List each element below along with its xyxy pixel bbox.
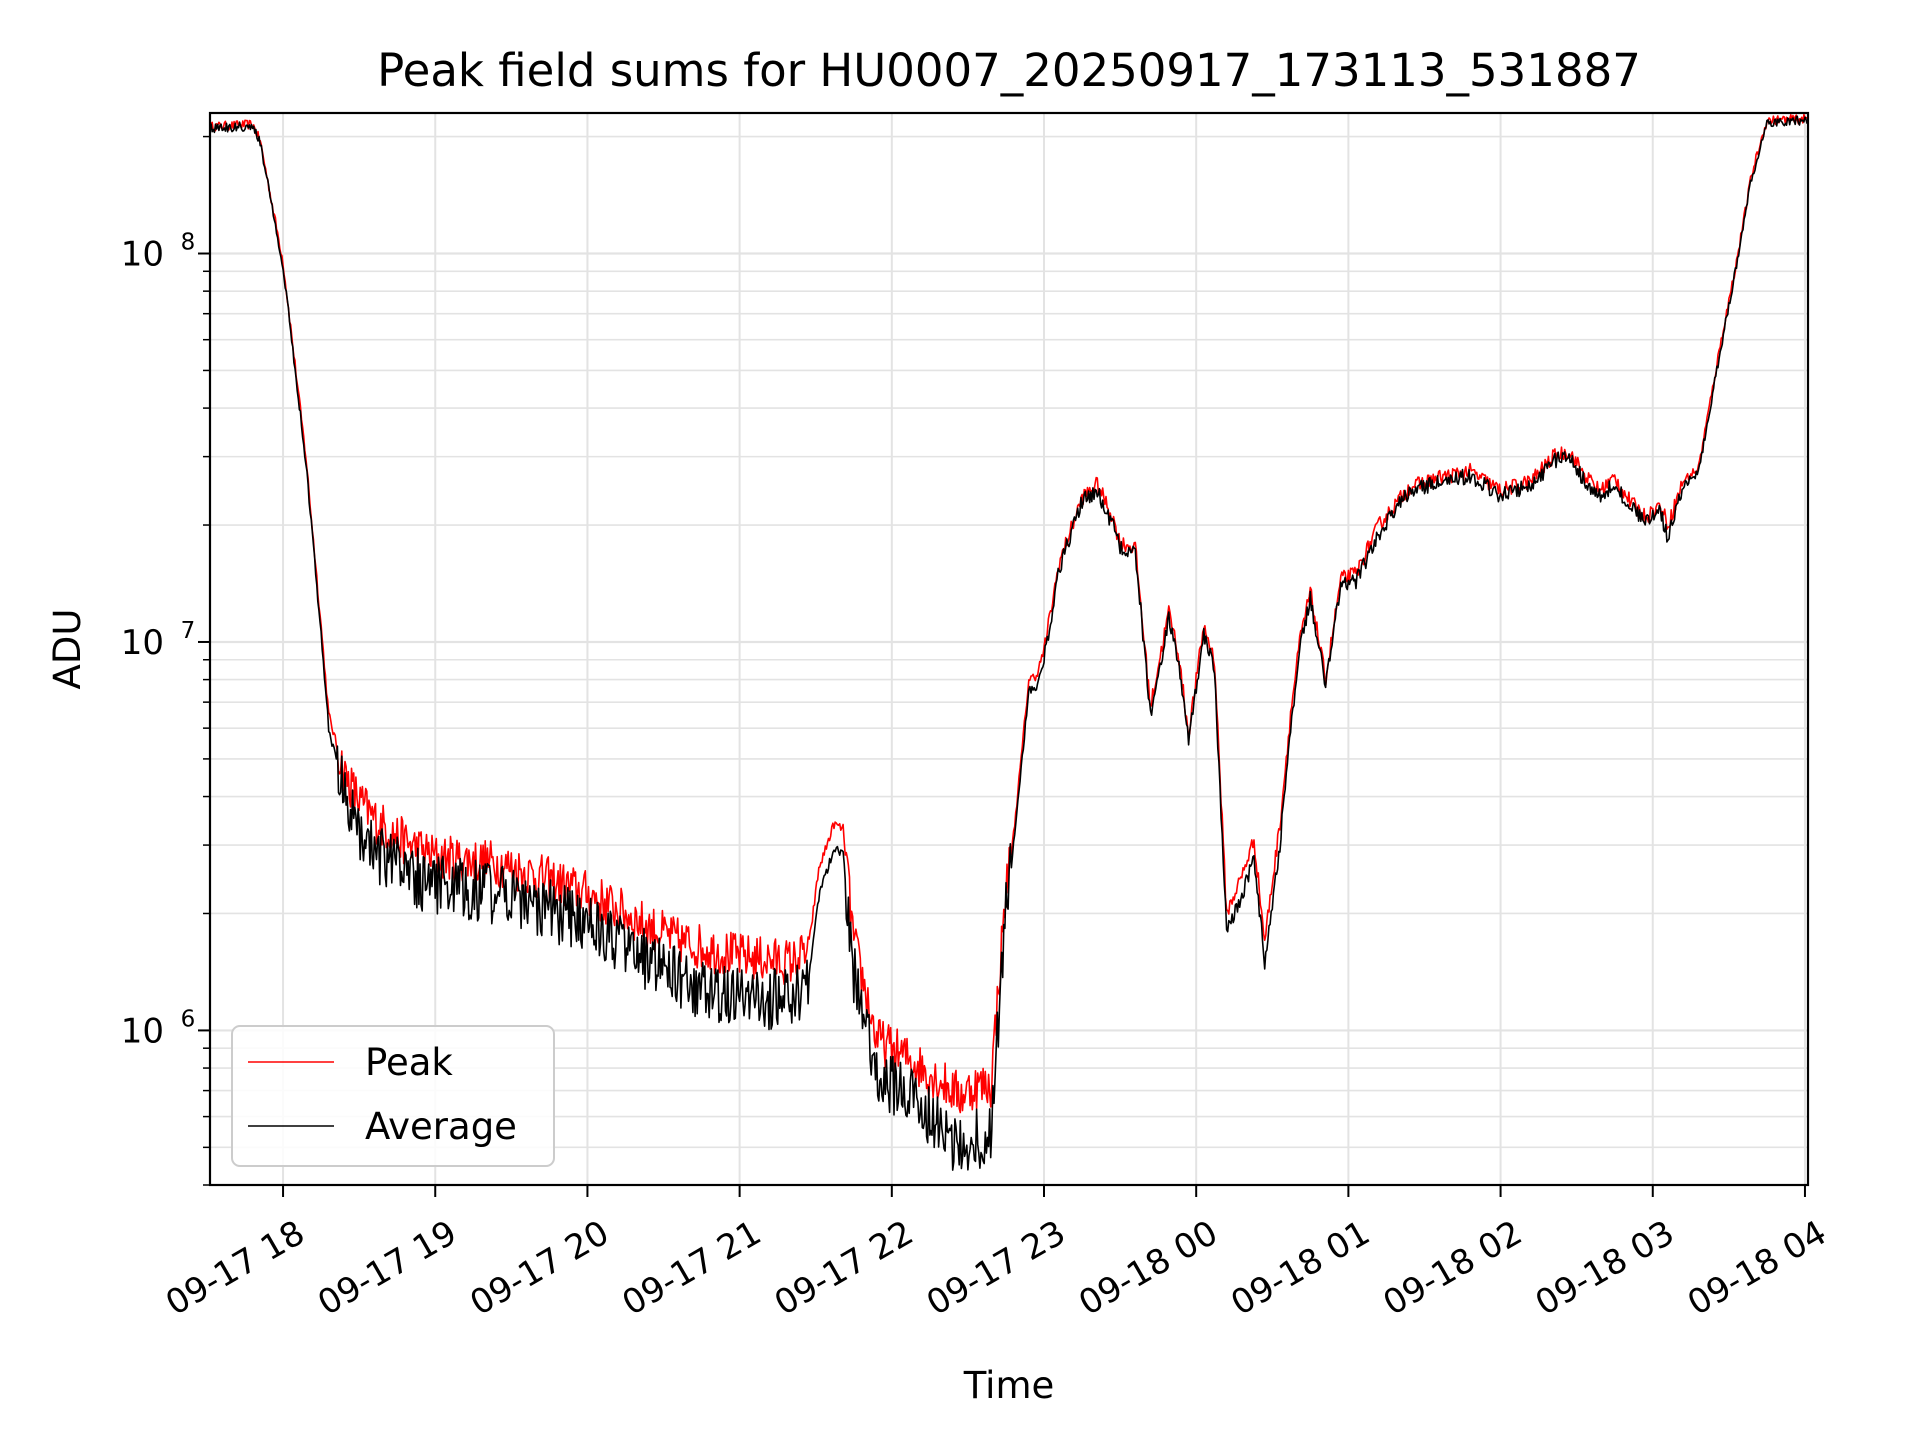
y-tick-exponent: 6: [181, 1006, 196, 1032]
y-tick-exponent: 7: [181, 618, 196, 644]
plot-area: [210, 113, 1808, 1185]
grid: [210, 113, 1808, 1186]
y-tick-exponent: 8: [181, 230, 196, 256]
series-line-average: [210, 115, 1808, 1171]
legend: Peak Average: [231, 1025, 555, 1167]
y-tick-label: 10: [121, 623, 164, 663]
y-tick-label: 10: [121, 235, 164, 275]
series-layer: [210, 113, 1808, 1171]
legend-box: [231, 1025, 555, 1167]
y-tick-base: 10: [121, 623, 164, 663]
plot-frame: [208, 111, 1810, 1187]
y-tick-label: 10: [121, 1011, 164, 1051]
legend-label-peak: Peak: [365, 1041, 453, 1084]
legend-label-average: Average: [365, 1105, 517, 1148]
y-tick-base: 10: [121, 1011, 164, 1051]
y-tick-base: 10: [121, 235, 164, 275]
x-axis-label: Time: [963, 1364, 1055, 1407]
y-axis-label: ADU: [46, 609, 89, 690]
chart-title: Peak field sums for HU0007_20250917_1731…: [377, 44, 1641, 97]
